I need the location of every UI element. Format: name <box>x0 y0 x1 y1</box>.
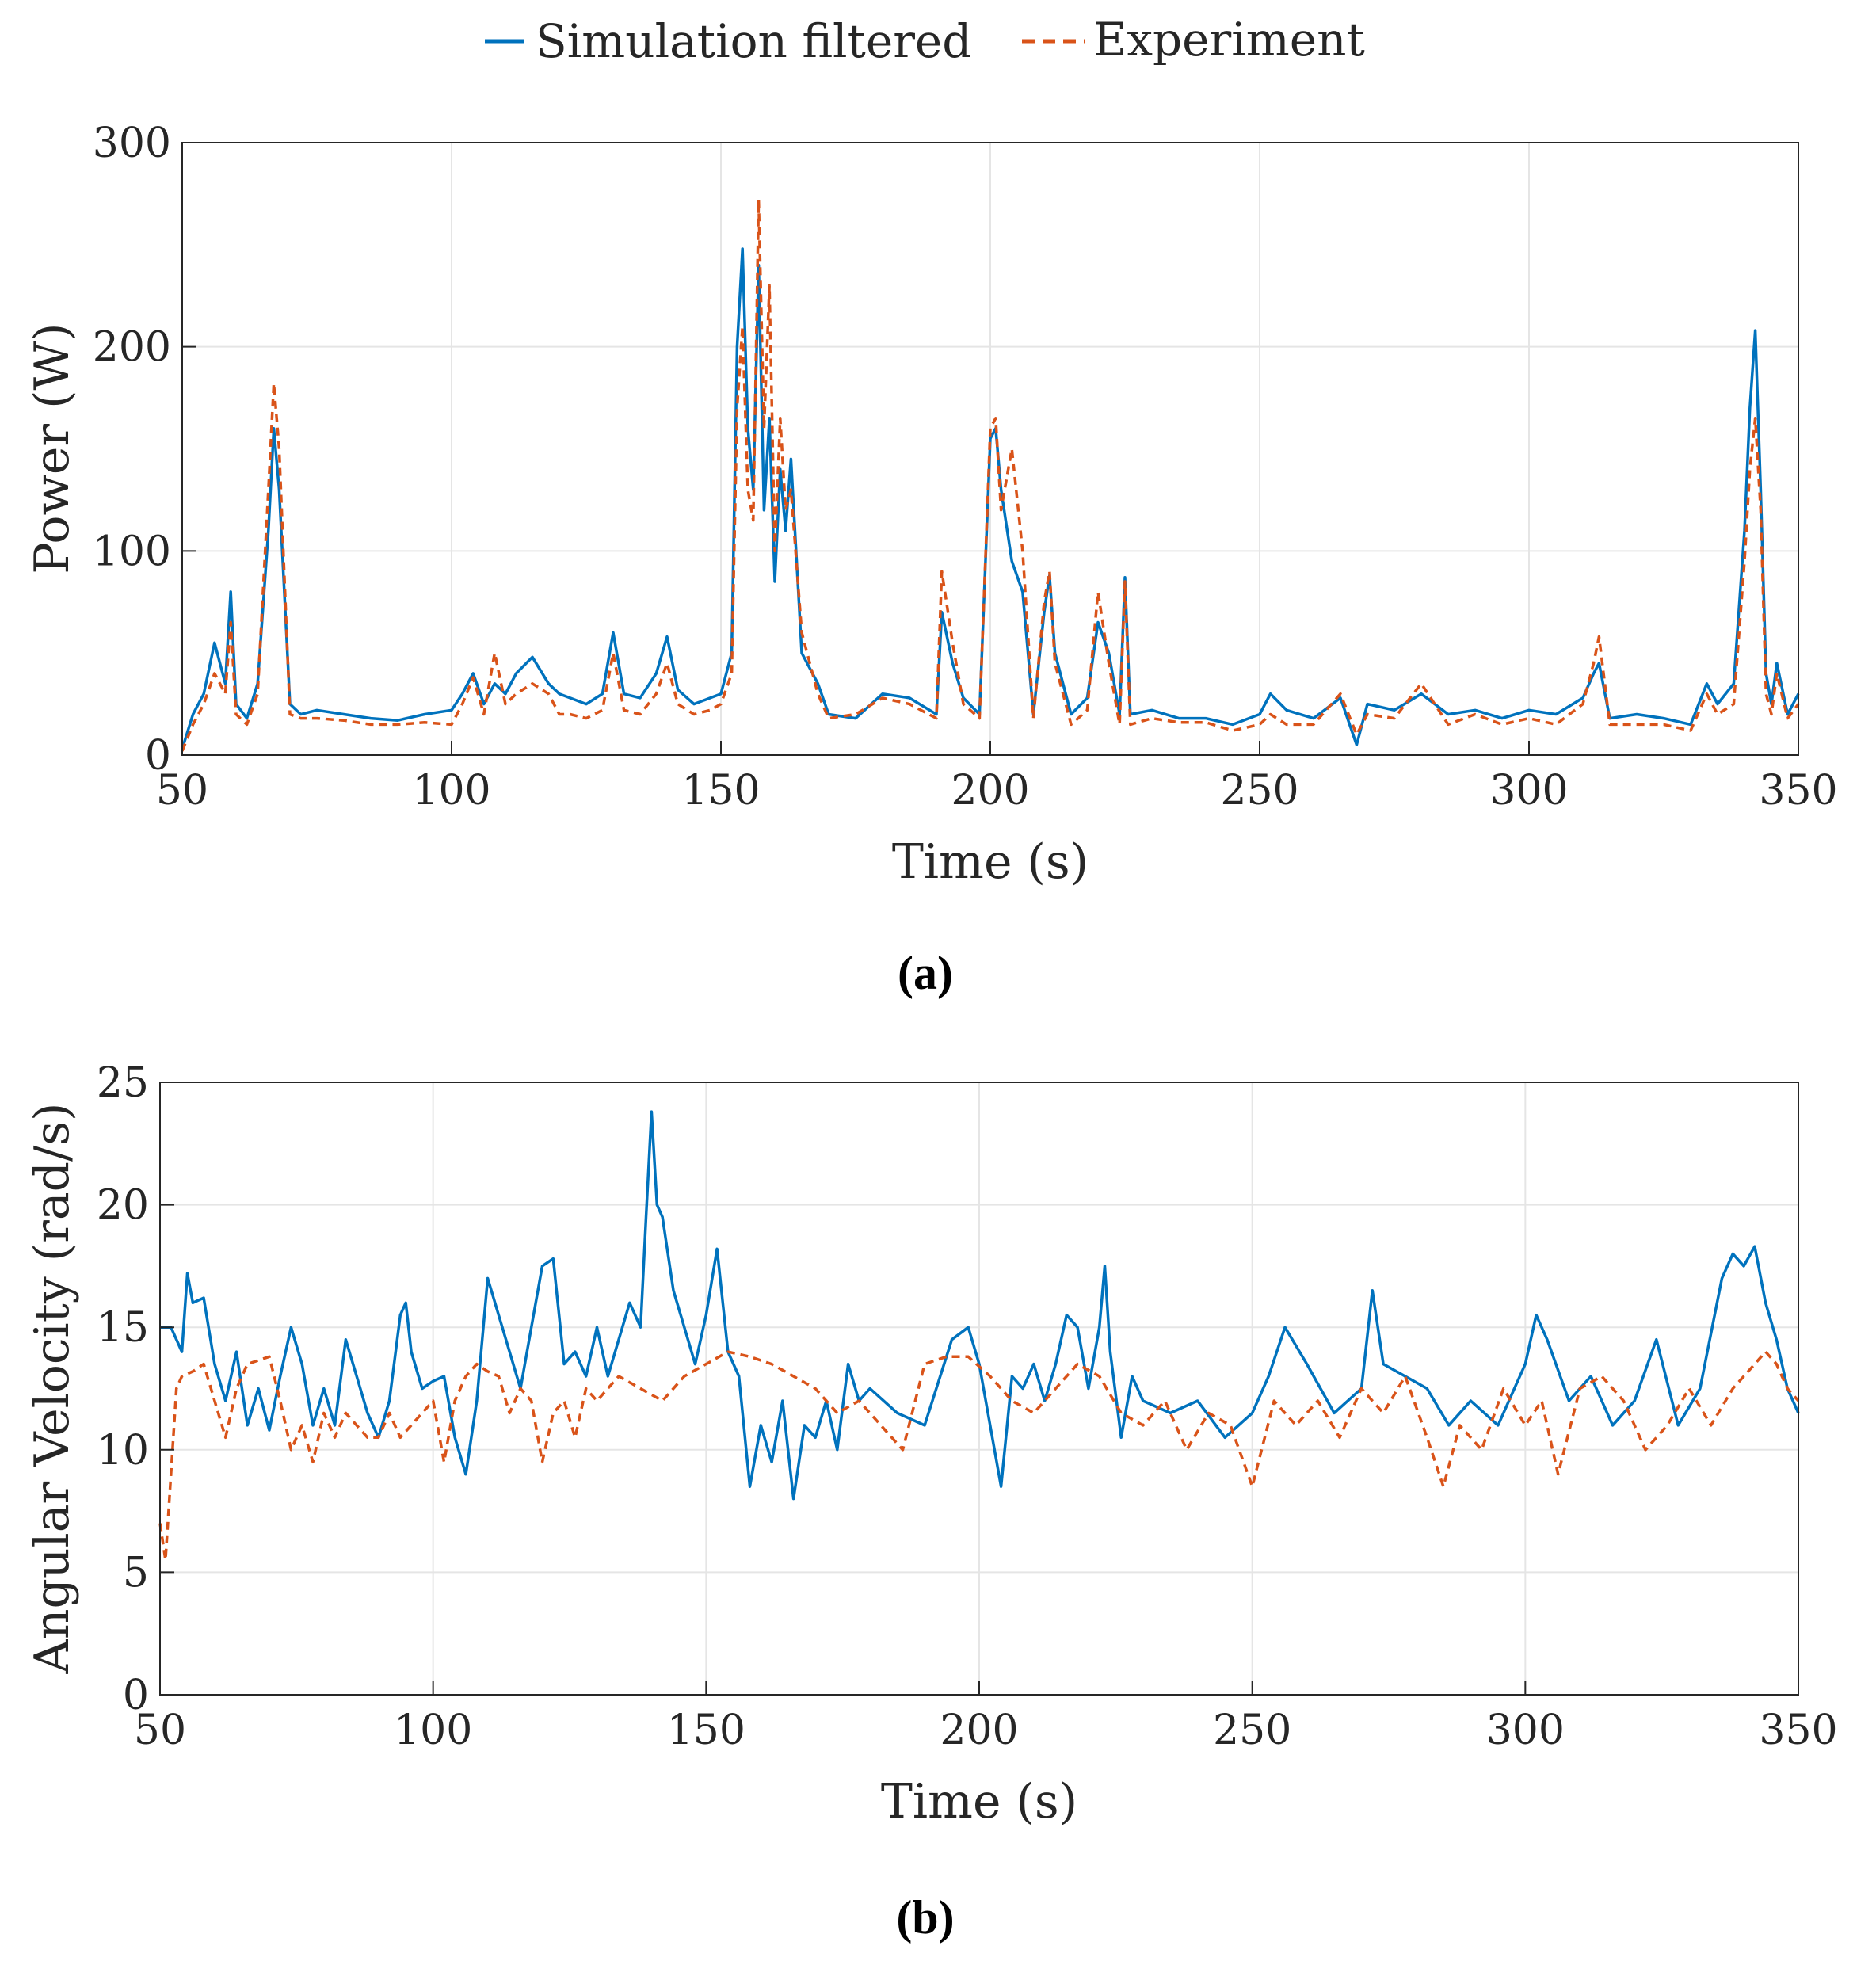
x-tick-label: 100 <box>394 1707 472 1754</box>
chart-a-y-ticks: 0 100 200 300 <box>93 120 196 780</box>
legend-label-experiment: Experiment <box>1093 13 1365 67</box>
series-line-simulation <box>181 247 1800 750</box>
series-line-simulation <box>160 1110 1800 1501</box>
legend: Simulation filtered Experiment <box>485 13 1365 68</box>
y-tick-label: 5 <box>123 1549 149 1597</box>
y-tick-label: 0 <box>123 1672 149 1719</box>
chart-b-y-ticks: 0 5 10 15 20 25 <box>97 1059 174 1719</box>
x-tick-label: 50 <box>156 767 208 815</box>
chart-a-x-ticks: 50 100 150 200 250 300 350 <box>156 741 1838 815</box>
y-tick-label: 200 <box>93 324 171 372</box>
y-tick-label: 0 <box>145 732 171 780</box>
y-tick-label: 20 <box>97 1182 149 1230</box>
legend-label-simulation: Simulation filtered <box>536 14 971 68</box>
x-tick-label: 200 <box>951 767 1029 815</box>
chart-b-series <box>158 1110 1800 1562</box>
x-tick-label: 250 <box>1213 1707 1291 1754</box>
chart-b-y-axis-label: Angular Velocity (rad/s) <box>25 1103 80 1675</box>
x-tick-label: 50 <box>134 1707 186 1754</box>
series-line-experiment <box>158 1350 1800 1562</box>
chart-b-grid <box>159 1082 1799 1696</box>
y-tick-label: 300 <box>93 120 171 167</box>
series-line-experiment <box>181 198 1800 752</box>
x-tick-label: 300 <box>1489 767 1568 815</box>
x-tick-label: 350 <box>1759 1707 1837 1754</box>
x-tick-label: 350 <box>1759 767 1837 815</box>
chart-b-caption: (b) <box>896 1891 954 1944</box>
chart-b-x-ticks: 50 100 150 200 250 300 350 <box>134 1681 1838 1754</box>
chart-a-caption: (a) <box>898 947 953 999</box>
x-tick-label: 150 <box>667 1707 745 1754</box>
y-tick-label: 15 <box>97 1304 149 1352</box>
x-tick-label: 150 <box>681 767 760 815</box>
chart-a-y-axis-label: Power (W) <box>25 322 80 574</box>
y-tick-label: 25 <box>97 1059 149 1107</box>
x-tick-label: 250 <box>1220 767 1298 815</box>
y-tick-label: 100 <box>93 528 171 575</box>
chart-b-x-axis-label: Time (s) <box>881 1774 1077 1829</box>
x-tick-label: 300 <box>1486 1707 1565 1754</box>
x-tick-label: 200 <box>940 1707 1018 1754</box>
chart-a: 50 100 150 200 250 300 350 0 100 200 300 Time (s)… <box>25 120 1838 999</box>
chart-b: 50 100 150 200 250 300 350 0 5 10 15 20 25 Time (s)… <box>25 1059 1838 1944</box>
chart-a-series <box>181 198 1800 752</box>
chart-a-x-axis-label: Time (s) <box>892 834 1089 890</box>
x-tick-label: 100 <box>412 767 490 815</box>
y-tick-label: 10 <box>97 1427 149 1475</box>
